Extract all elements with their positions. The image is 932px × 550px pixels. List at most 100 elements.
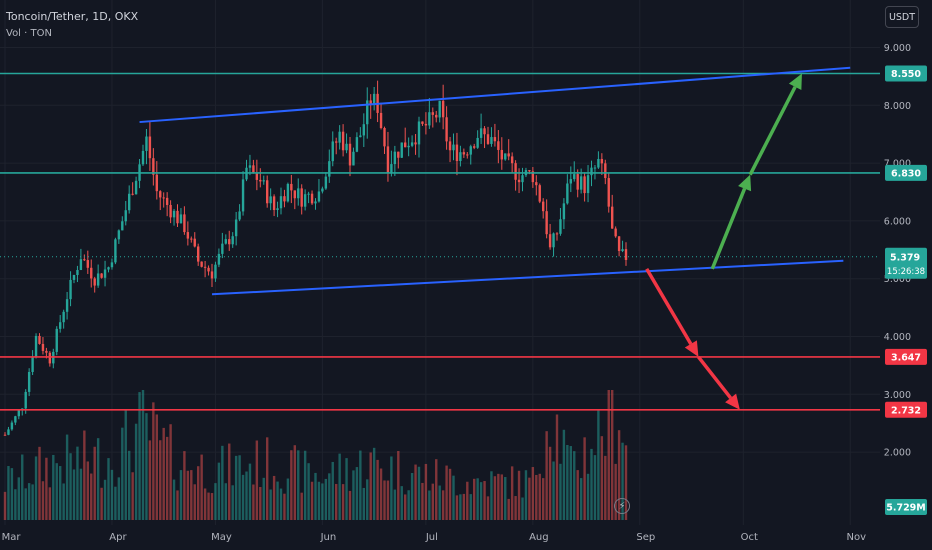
price-level-label: 3.647 bbox=[885, 348, 927, 365]
volume-bar bbox=[424, 463, 428, 520]
volume-bar bbox=[255, 440, 259, 520]
volume-bar bbox=[504, 477, 507, 520]
candle-body bbox=[48, 352, 52, 364]
volume-bar bbox=[542, 478, 545, 520]
volume-bar bbox=[128, 450, 131, 520]
candle-body bbox=[266, 180, 269, 204]
candle-body bbox=[65, 299, 69, 312]
volume-bar bbox=[110, 469, 114, 520]
symbol-title[interactable]: Toncoin/Tether, 1D, OKX bbox=[6, 10, 139, 23]
candle-body bbox=[435, 114, 438, 118]
volume-bar bbox=[107, 458, 110, 520]
candle-body bbox=[34, 335, 38, 358]
volume-bar bbox=[355, 467, 359, 520]
volume-bar bbox=[531, 467, 535, 520]
candle-body bbox=[255, 172, 259, 180]
volume-bar bbox=[34, 456, 38, 520]
lightning-icon[interactable]: ⚡ bbox=[614, 498, 630, 514]
volume-bar bbox=[321, 483, 324, 520]
candle-body bbox=[279, 196, 283, 209]
candle-body bbox=[335, 141, 338, 143]
volume-bar bbox=[93, 446, 96, 520]
arrow-head bbox=[788, 73, 802, 91]
volume-bar bbox=[238, 455, 241, 520]
volume-bar bbox=[155, 414, 158, 520]
volume-bar bbox=[600, 436, 604, 520]
arrow-shaft bbox=[748, 86, 797, 176]
candle-body bbox=[407, 145, 410, 148]
candles bbox=[3, 80, 628, 436]
candle-body bbox=[483, 128, 486, 135]
candle-body bbox=[155, 174, 158, 192]
arrow-shaft bbox=[645, 267, 693, 345]
channel-upper-line bbox=[139, 66, 851, 124]
price-level-label-text: 6.830 bbox=[891, 168, 921, 179]
candle-body bbox=[528, 170, 531, 172]
volume-bar bbox=[176, 490, 179, 520]
candle-body bbox=[448, 141, 452, 151]
volume-bar bbox=[438, 485, 441, 520]
volume-bar bbox=[521, 497, 524, 520]
candle-body bbox=[617, 236, 621, 252]
candle-body bbox=[417, 121, 421, 145]
price-level-label-bg bbox=[885, 65, 927, 82]
volume-bar bbox=[183, 451, 186, 520]
candle-body bbox=[590, 167, 593, 176]
candle-body bbox=[604, 163, 607, 179]
candle-body bbox=[62, 311, 65, 323]
volume-bar bbox=[172, 479, 176, 520]
x-axis-tick-label: Sep bbox=[636, 532, 655, 543]
candle-body bbox=[186, 232, 190, 239]
candle-body bbox=[165, 197, 169, 205]
candle-body bbox=[600, 158, 604, 164]
volume-bar bbox=[310, 481, 314, 520]
candle-body bbox=[348, 143, 352, 166]
volume-bar bbox=[41, 481, 45, 520]
x-axis-tick-labels: Mar Apr May Jun Jul Aug Sep Oct Nov bbox=[2, 532, 867, 543]
volume-bar bbox=[14, 489, 17, 520]
countdown-timer: 15:26:38 bbox=[887, 267, 925, 277]
candle-body bbox=[452, 144, 455, 151]
candle-body bbox=[283, 196, 286, 202]
volume-bar bbox=[83, 430, 86, 520]
x-axis-tick-label: Mar bbox=[2, 532, 22, 543]
candle-body bbox=[41, 343, 45, 351]
volume-bar bbox=[121, 427, 124, 520]
candle-body bbox=[421, 121, 424, 124]
x-axis-tick-label: Nov bbox=[846, 532, 866, 543]
volume-bar bbox=[479, 482, 483, 520]
volume-bar bbox=[90, 473, 93, 520]
volume-bar bbox=[514, 496, 517, 520]
candle-body bbox=[96, 273, 100, 286]
price-level-label-bg bbox=[885, 164, 927, 181]
volume-bar bbox=[283, 493, 286, 520]
volume-bar bbox=[245, 471, 248, 520]
volume-bar bbox=[221, 445, 224, 520]
candle-body bbox=[538, 185, 541, 202]
arrow-head bbox=[738, 174, 752, 192]
volume-bar bbox=[307, 463, 310, 520]
volume-bar bbox=[593, 455, 597, 520]
candle-body bbox=[379, 112, 383, 128]
projection-arrow bbox=[710, 174, 752, 270]
volume-bar bbox=[583, 437, 586, 520]
last-price-value: 5.379 bbox=[890, 252, 920, 263]
y-axis-tick-label: 7.000 bbox=[884, 159, 911, 170]
candle-body bbox=[445, 117, 448, 142]
candle-body bbox=[410, 142, 414, 146]
volume-bar bbox=[276, 481, 279, 520]
y-axis-tick-labels: 9.000 8.000 7.000 6.000 5.000 4.000 3.000 2.000 bbox=[884, 43, 911, 459]
x-axis-tick-label: Jul bbox=[425, 532, 438, 543]
arrow-shaft bbox=[697, 355, 732, 400]
candle-body bbox=[141, 150, 145, 165]
candle-body bbox=[404, 142, 407, 148]
candle-body bbox=[369, 100, 372, 105]
currency-button[interactable]: USDT bbox=[885, 6, 919, 28]
candle-body bbox=[276, 208, 279, 211]
x-axis-tick-label: Aug bbox=[529, 532, 549, 543]
candle-body bbox=[90, 267, 93, 279]
arrow-head bbox=[684, 340, 699, 357]
volume-indicator-label[interactable]: Vol · TON bbox=[6, 28, 52, 39]
